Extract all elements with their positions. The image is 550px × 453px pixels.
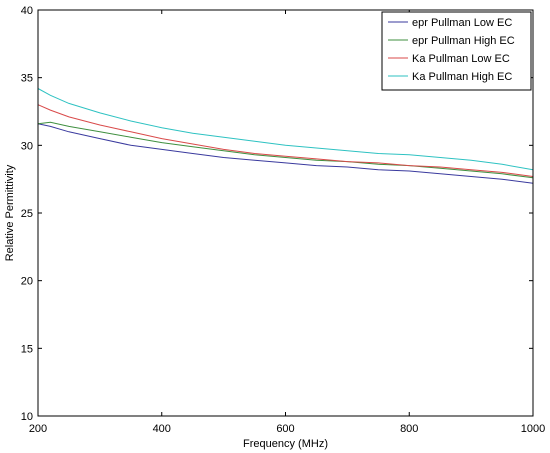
- series-layer: [37, 88, 534, 184]
- legend: epr Pullman Low EC epr Pullman High EC Ka …: [381, 11, 532, 91]
- x-tick-label: 1000: [521, 423, 545, 435]
- plot-frame: [37, 9, 534, 417]
- y-tick-label: 35: [21, 73, 33, 85]
- series-line: [37, 121, 534, 179]
- y-tick-label: 15: [21, 343, 33, 355]
- series-line: [37, 88, 534, 171]
- series-line: [37, 123, 534, 184]
- x-tick-label: 600: [276, 423, 294, 435]
- x-tick-label: 400: [153, 423, 171, 435]
- y-axis-label: Relative Permittivity: [4, 164, 16, 261]
- x-axis-label: Frequency (MHz): [243, 438, 328, 450]
- legend-label: epr Pullman Low EC: [412, 17, 512, 29]
- y-tick-label: 10: [21, 411, 33, 423]
- series-line: [37, 104, 534, 177]
- legend-label: epr Pullman High EC: [412, 35, 515, 47]
- y-tick-label: 30: [21, 140, 33, 152]
- legend-box: [381, 11, 532, 91]
- y-tick-label: 40: [21, 5, 33, 17]
- x-tick-label: 200: [29, 423, 47, 435]
- legend-label: Ka Pullman High EC: [412, 71, 512, 83]
- y-tick-label: 20: [21, 276, 33, 288]
- legend-label: Ka Pullman Low EC: [412, 53, 510, 65]
- y-tick-label: 25: [21, 208, 33, 220]
- x-tick-label: 800: [400, 423, 418, 435]
